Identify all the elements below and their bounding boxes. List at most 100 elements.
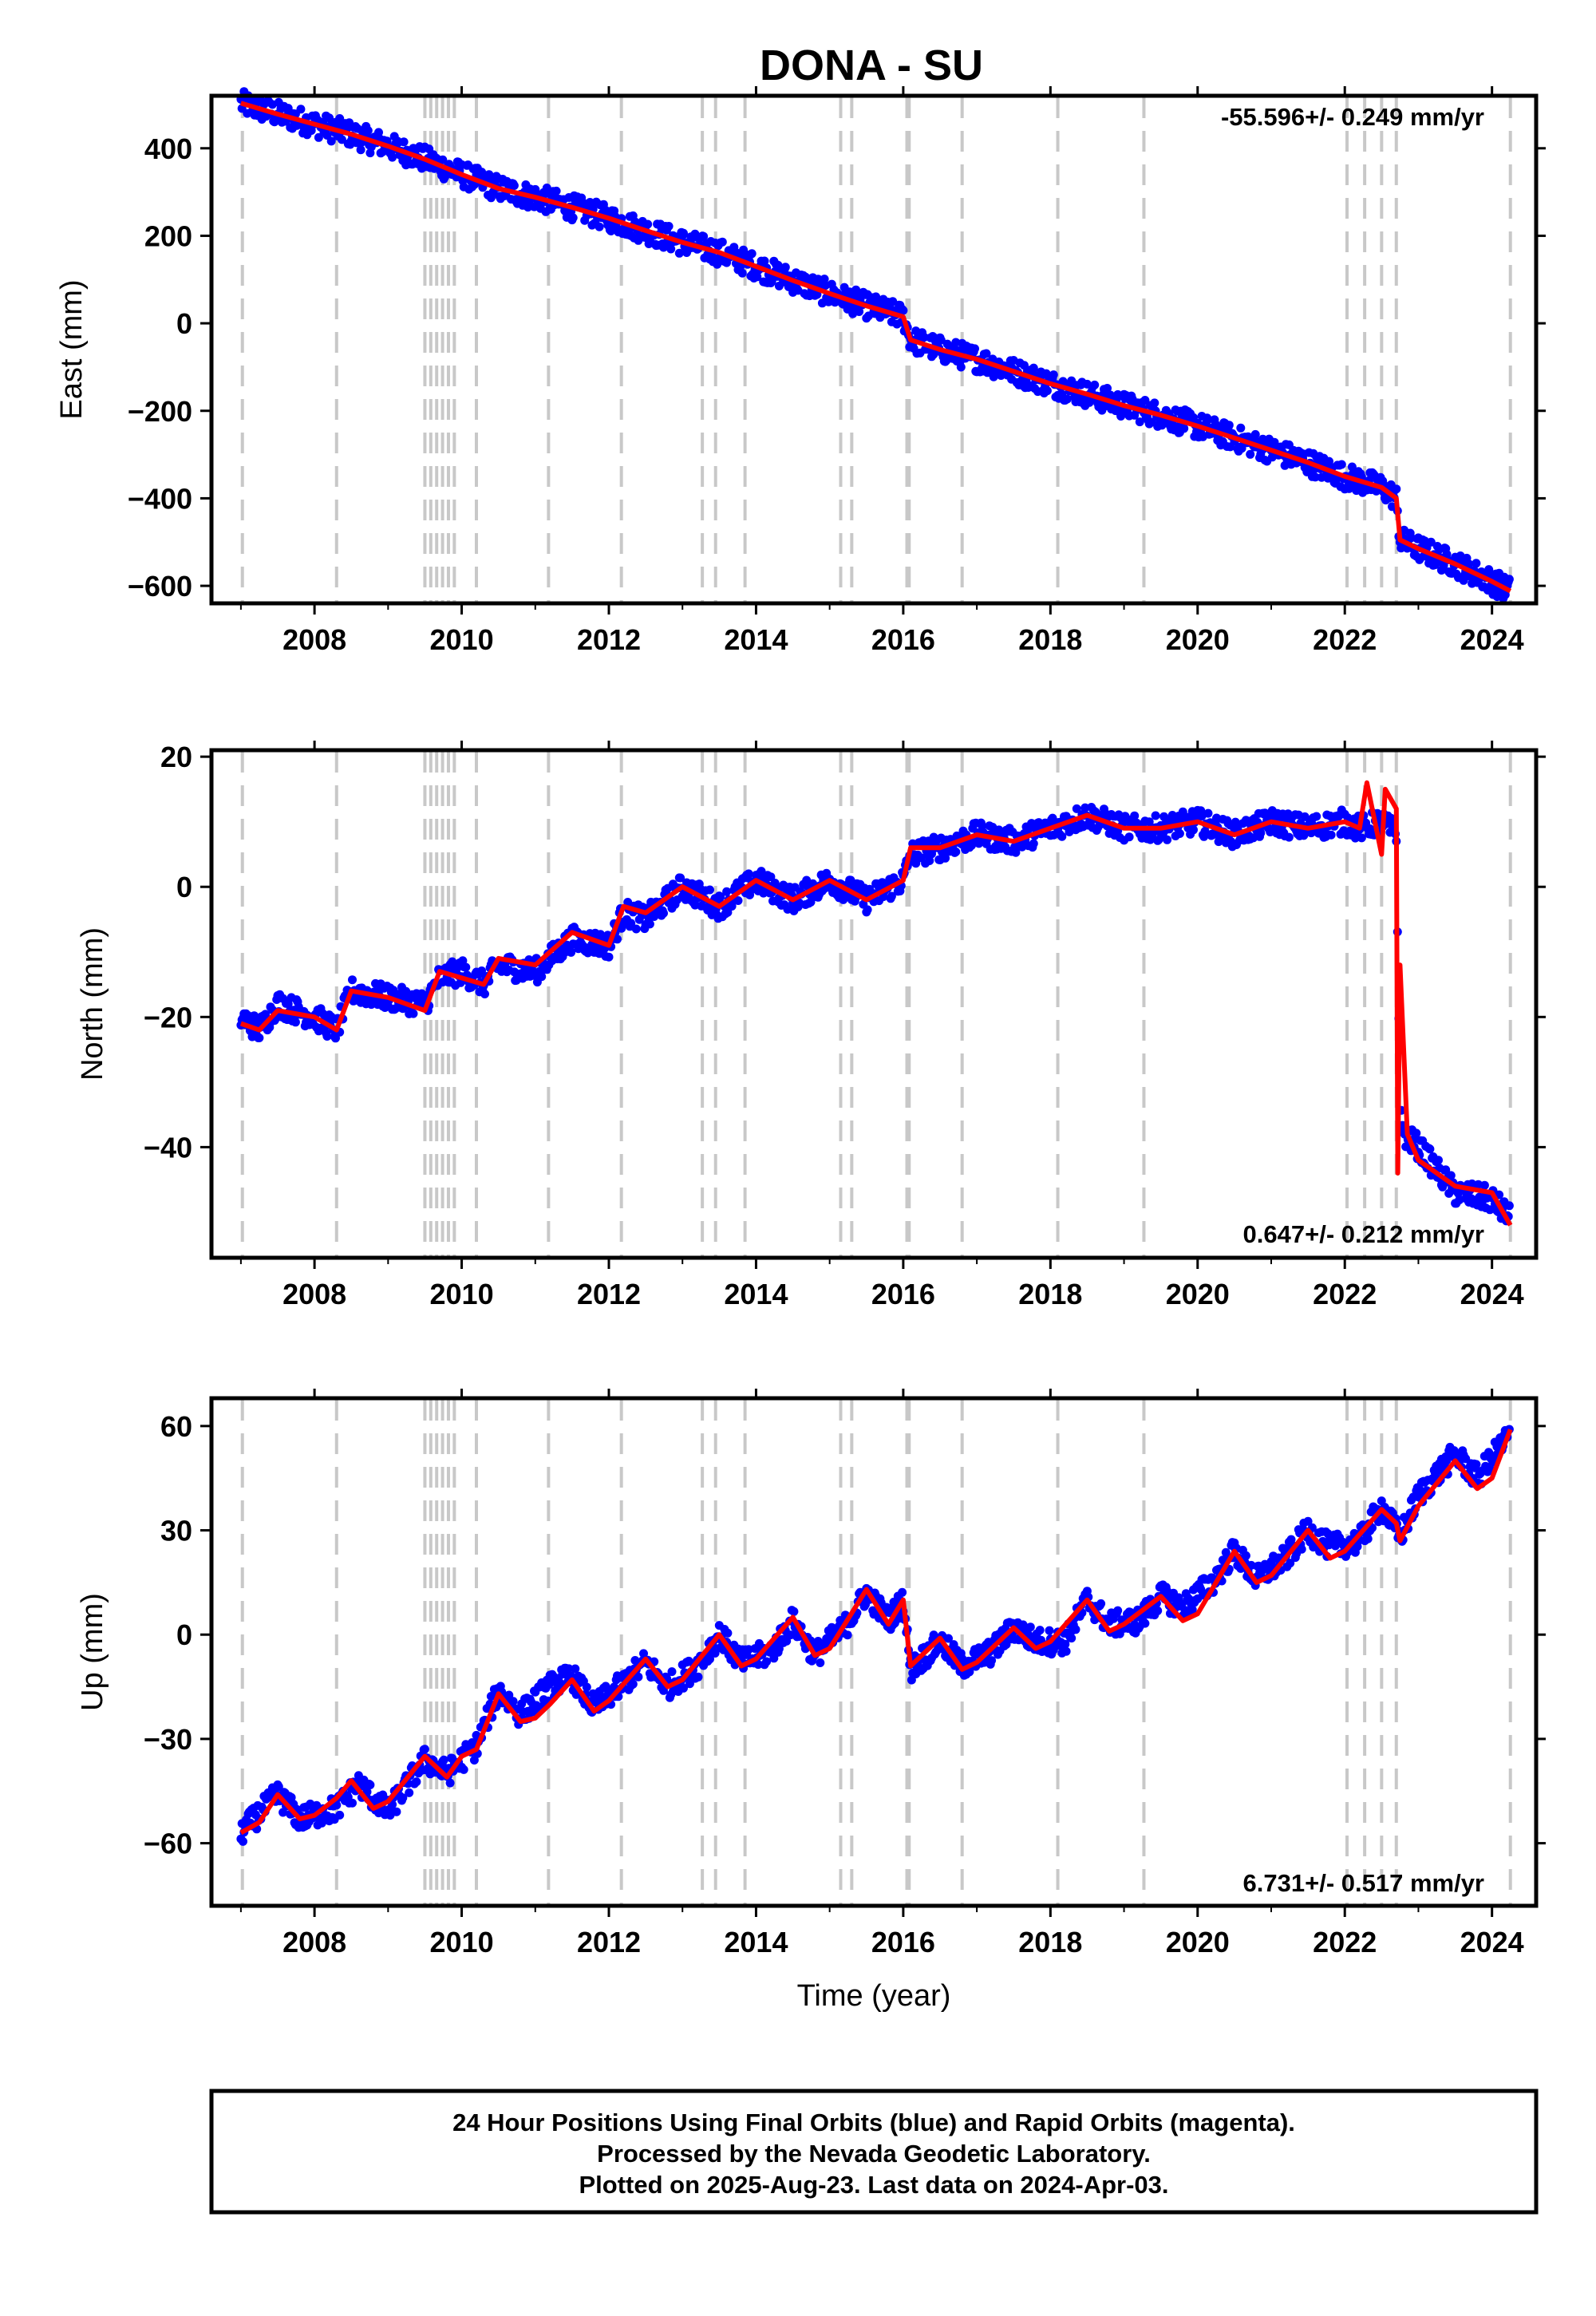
up-x-axis: 2008 2010 2012 2014 2016 2018 2020 2022 2024 [239,1389,1524,1958]
up-data-point [582,1682,591,1692]
up-data-point [693,1672,703,1682]
east-data-point [1049,370,1058,380]
up-data-point [628,1679,638,1689]
up-data-point [1303,1516,1313,1526]
up-data-point [843,1630,852,1640]
east-x-axis: 2008 2010 2012 2014 2016 2018 2020 2022 2024 [239,86,1524,656]
east-data-point [936,335,946,345]
north-rate-label: 0.647+/- 0.212 mm/yr [1243,1220,1484,1248]
up-y-tick-label: 30 [160,1515,192,1547]
up-data-point [239,1836,247,1846]
up-data-point [679,1683,688,1693]
north-data-point [723,907,733,917]
up-x-tick-label: 2008 [282,1926,346,1958]
east-x-tick-label: 2016 [871,623,935,656]
east-data-point [1150,398,1159,408]
up-data-point [439,1755,448,1765]
north-data-point [887,891,896,901]
up-y-tick-label: −30 [144,1723,192,1756]
up-data-point [1286,1559,1295,1568]
up-x-tick-label: 2024 [1460,1926,1524,1958]
east-data-point [1062,394,1072,404]
north-y-tick-label: 20 [160,741,192,773]
up-data-point [1035,1626,1045,1635]
up-data-point [555,1679,565,1689]
up-data-point [348,1798,357,1808]
east-plot-area [211,96,1536,603]
north-data-point [1256,828,1266,838]
east-data-point [699,231,709,241]
north-data-point [727,902,737,911]
up-data-point [1297,1544,1306,1554]
up-data-point [1067,1634,1077,1643]
up-data-point [508,1697,518,1706]
up-data-point [659,1686,668,1695]
north-data-point [461,962,471,972]
north-data-point [1151,811,1160,820]
north-x-tick-label: 2018 [1018,1278,1082,1310]
up-data-point [1096,1599,1106,1608]
east-data-point [1337,460,1346,469]
north-data-point [744,869,753,879]
east-x-tick-label: 2010 [430,623,494,656]
up-data-point [392,1807,401,1816]
north-data-point [925,856,934,865]
north-y-tick-label: −40 [144,1131,192,1164]
east-data-point [1472,559,1481,568]
east-data-point [929,350,938,359]
north-data-point [722,887,732,896]
north-data-point [1479,1180,1489,1190]
up-data-point [332,1800,342,1810]
up-data-point [274,1782,283,1792]
up-data-point [789,1607,799,1616]
up-x-tick-label: 2010 [430,1926,494,1958]
north-y-tick-label: 0 [176,871,192,903]
up-data-point [1187,1605,1197,1614]
north-data-point [290,1018,300,1027]
north-data-point [659,908,668,918]
up-data-point [504,1690,514,1700]
up-data-point [1140,1618,1150,1628]
up-data-point [398,1793,408,1803]
east-x-tick-label: 2024 [1460,623,1524,656]
up-y-axis-label: Up (mm) [76,1593,109,1711]
north-data-point [1175,829,1184,838]
east-data-point [1029,363,1038,373]
east-data-point [1504,575,1514,584]
north-data-point [1434,1156,1443,1165]
north-data-point [1357,833,1366,843]
north-data-point [567,947,576,957]
east-y-axis-label: East (mm) [55,279,89,419]
east-data-point [1147,417,1156,427]
up-data-point [1071,1625,1080,1634]
footer-line-3: Plotted on 2025-Aug-23. Last data on 202… [579,2171,1168,2199]
east-data-point [970,344,979,354]
east-data-point [356,145,365,155]
east-data-point [674,248,684,258]
east-data-point [679,228,688,238]
east-data-point [1378,476,1388,486]
north-x-tick-label: 2022 [1313,1278,1377,1310]
up-data-point [1241,1551,1250,1560]
north-data-point [951,847,961,856]
x-axis-label: Time (year) [797,1979,951,2013]
east-data-point [595,222,604,231]
east-data-point [1179,424,1189,433]
north-data-point [1029,839,1038,848]
north-data-point [1011,848,1021,857]
north-x-tick-label: 2012 [577,1278,641,1310]
up-data-point [898,1587,907,1597]
up-y-tick-label: 0 [176,1618,192,1651]
east-data-point [899,306,908,315]
up-data-point [564,1664,574,1674]
east-x-tick-label: 2012 [577,623,641,656]
up-data-point [405,1788,414,1797]
up-data-point [445,1778,455,1788]
north-data-point [733,896,743,905]
north-data-point [676,873,685,883]
up-data-point [459,1765,468,1774]
north-data-point [1130,811,1140,820]
north-data-point [631,924,641,934]
up-x-tick-label: 2012 [577,1926,641,1958]
up-data-point [710,1649,720,1658]
